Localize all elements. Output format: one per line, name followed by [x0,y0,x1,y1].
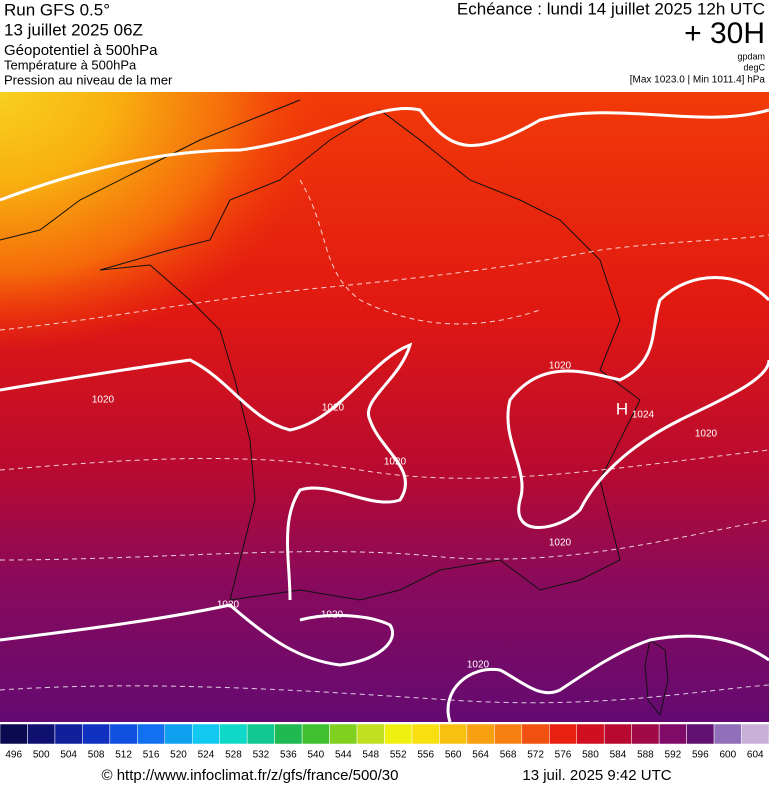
isobar-label: 1020 [217,600,240,611]
colorbar-swatch [603,723,632,745]
isobar-label: 1020 [549,538,572,549]
corsica [644,639,669,717]
colorbar-label: 532 [253,750,270,761]
colorbar-swatch [466,723,495,745]
colorbar-label: 504 [60,750,77,761]
colorbar-label: 512 [115,750,132,761]
colorbar-swatch [631,723,660,745]
unit: degC [743,62,765,72]
timestamp: 13 juil. 2025 9:42 UTC [522,767,671,784]
isobar [0,107,769,202]
warm-field [0,92,769,722]
colorbar-label: 576 [555,750,572,761]
colorbar-label: 572 [527,750,544,761]
colorbar-swatch [713,723,742,745]
high-pressure-value: 1024 [632,410,655,421]
isotherm [0,684,769,704]
colorbar-label: 580 [582,750,599,761]
colorbar-swatch [301,723,330,745]
isobar-label: 1020 [467,660,490,671]
colorbar-swatch [27,723,56,745]
unit: gpdam [737,51,765,61]
colorbar-label: 600 [719,750,736,761]
high-pressure: H [616,399,628,418]
field: Géopotentiel à 500hPa [4,42,158,59]
coastline [0,99,301,241]
isobar-label: 1020 [92,395,115,406]
colorbar-swatch [686,723,715,745]
colorbar-label: 528 [225,750,242,761]
pressure-range: [Max 1023.0 | Min 1011.4] hPa [630,75,766,86]
footer: © http://www.infoclimat.fr/z/gfs/france/… [101,767,671,784]
isobar-label: 1020 [695,429,718,440]
isobar-label: 1020 [384,457,407,468]
colorbar-swatch [658,723,687,745]
isobar [0,342,413,601]
colorbar-label: 548 [362,750,379,761]
colorbar-label: 584 [610,750,627,761]
colorbar-swatch [54,723,83,745]
colorbar-swatch [164,723,193,745]
colorbar-label: 520 [170,750,187,761]
run: Run GFS 0.5° [4,0,110,19]
colorbar-label: 496 [5,750,22,761]
colorbar-label: 544 [335,750,352,761]
colorbar-swatch [0,723,28,745]
colorbar-swatch [356,723,385,745]
colorbar-label: 508 [88,750,105,761]
colorbar-label: 592 [665,750,682,761]
colorbar-label: 596 [692,750,709,761]
colorbar-swatch [274,723,303,745]
source: © http://www.infoclimat.fr/z/gfs/france/… [101,767,398,784]
isobar [446,634,769,723]
isotherm [299,179,541,325]
run-date: 13 juillet 2025 06Z [4,20,143,39]
colorbar-swatch [384,723,413,745]
colorbar-label: 552 [390,750,407,761]
colorbar-swatch [521,723,550,745]
isobar-label: 1020 [549,361,572,372]
colorbar-label: 568 [500,750,517,761]
colorbar-label: 536 [280,750,297,761]
colorbar-swatch [549,723,577,745]
colorbar-label: 524 [198,750,215,761]
header: Run GFS 0.5° 13 juillet 2025 06Z Géopote… [4,0,766,87]
map: 1020 1020 1020 1020 1020 1020 1020 1020 1020 H 102… [0,92,769,723]
echeance: Echéance : lundi 14 juillet 2025 12h UTC [457,0,765,18]
field: Pression au niveau de la mer [4,72,173,87]
isobar-label: 1020 [322,403,345,414]
colorbar-swatch [219,723,248,745]
colorbar-label: 560 [445,750,462,761]
colorbar-label: 588 [637,750,654,761]
colorbar-label: 540 [307,750,324,761]
lead-time: + 30H [684,17,765,50]
colorbar-swatch [246,723,275,745]
colorbar-label: 564 [472,750,489,761]
colorbar-label: 500 [33,750,50,761]
field: Température à 500hPa [4,57,137,72]
colorbar-swatch [576,723,605,745]
colorbar-swatch [439,723,468,745]
colorbar-label: 516 [143,750,160,761]
colorbar-swatch [411,723,440,745]
colorbar-swatch [109,723,138,745]
colorbar-label: 556 [417,750,434,761]
colorbar-swatch [494,723,523,745]
colorbar-swatch [329,723,358,745]
colorbar-swatch [192,723,220,745]
isotherm [0,449,769,479]
colorbar-swatch [82,723,111,745]
colorbar-swatch [137,723,166,745]
isobar-label: 1020 [321,610,344,621]
coastline [99,109,641,601]
colorbar-label: 604 [747,750,764,761]
isobar [0,603,394,667]
colorbar-swatch [741,723,769,745]
colorbar: 496 500 504 508 512 516 520 524 528 532 536 540 544 5… [0,723,769,761]
isobar [506,276,769,529]
